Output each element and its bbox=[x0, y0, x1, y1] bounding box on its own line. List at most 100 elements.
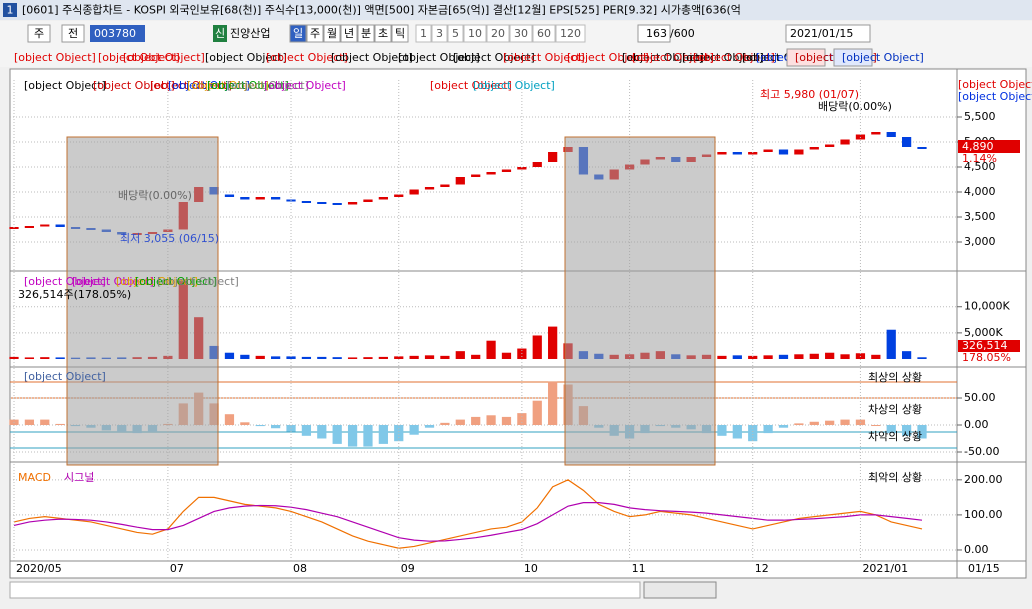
interval-label[interactable]: 120 bbox=[560, 27, 581, 40]
interval-button[interactable] bbox=[447, 24, 464, 43]
quote-item: [object Object] bbox=[205, 51, 287, 64]
market-box bbox=[213, 25, 227, 42]
oscillator-bar bbox=[394, 425, 404, 442]
mode[interactable]: 전 bbox=[68, 27, 78, 40]
trade-button[interactable] bbox=[786, 48, 826, 67]
volume-bar bbox=[809, 353, 819, 359]
volume-bar bbox=[486, 340, 496, 359]
candle bbox=[40, 224, 50, 227]
code[interactable]: 003780 bbox=[94, 27, 136, 40]
oscillator-bar bbox=[55, 423, 65, 426]
period-label[interactable]: 월 bbox=[327, 27, 337, 40]
interval-label[interactable]: 3 bbox=[436, 27, 443, 40]
interval-button[interactable] bbox=[431, 24, 448, 43]
volume-bar bbox=[748, 355, 758, 359]
interval-label[interactable]: 60 bbox=[537, 27, 551, 40]
interval-button[interactable] bbox=[463, 24, 487, 43]
code-box[interactable] bbox=[90, 25, 145, 42]
period-label[interactable]: 틱 bbox=[395, 27, 405, 40]
badge-text: 1 bbox=[7, 4, 14, 17]
oscillator-bar bbox=[409, 425, 419, 435]
market: 신 bbox=[215, 27, 225, 40]
oscillator-bar bbox=[532, 400, 542, 426]
legend-item: [object Object] bbox=[24, 275, 106, 288]
period-button[interactable] bbox=[340, 24, 358, 43]
period-label[interactable]: 일 bbox=[293, 26, 303, 40]
date[interactable]: 2021/01/15 bbox=[790, 27, 853, 40]
volume-bar bbox=[224, 352, 235, 359]
mode-box[interactable] bbox=[61, 24, 85, 43]
x-tick-label: 09 bbox=[401, 562, 415, 575]
volume-bar bbox=[40, 357, 50, 359]
count[interactable]: 163 bbox=[646, 27, 667, 40]
legend-item: [object Object] bbox=[168, 79, 250, 92]
oscillator-bar bbox=[224, 414, 235, 426]
candle bbox=[778, 149, 789, 155]
y-tick-label: -50.00 bbox=[964, 445, 999, 458]
oscillator-bar bbox=[871, 425, 881, 427]
quote-item: [object Object] bbox=[693, 51, 775, 64]
quote-item: [object Object] bbox=[14, 51, 96, 64]
annotation: 배당락(0.00%) bbox=[818, 100, 892, 113]
volume-bar bbox=[409, 355, 419, 359]
period-button[interactable] bbox=[306, 24, 324, 43]
count-box[interactable] bbox=[637, 24, 671, 43]
interval-label[interactable]: 30 bbox=[514, 27, 528, 40]
badge bbox=[3, 3, 17, 17]
interval-button[interactable] bbox=[486, 24, 510, 43]
candle bbox=[732, 152, 742, 155]
scroll-buttons[interactable] bbox=[643, 581, 717, 599]
volume-bar bbox=[394, 356, 404, 359]
oscillator-bar bbox=[471, 416, 481, 426]
annotation: 배당락(0.00%) bbox=[118, 189, 192, 202]
period-button[interactable] bbox=[374, 24, 392, 43]
oscillator-bar bbox=[40, 419, 50, 426]
volume-bar bbox=[886, 329, 896, 359]
x-tick-label: 2020/05 bbox=[16, 562, 62, 575]
highlight-box bbox=[564, 136, 716, 466]
interval-label[interactable]: 20 bbox=[491, 27, 505, 40]
period-button[interactable] bbox=[357, 24, 375, 43]
interval-button[interactable] bbox=[532, 24, 556, 43]
tab-box[interactable] bbox=[27, 24, 51, 43]
period-button[interactable] bbox=[289, 24, 307, 43]
x-tick-label: 2021/01 bbox=[862, 562, 908, 575]
oscillator-bar bbox=[732, 425, 742, 439]
trade-button[interactable] bbox=[833, 48, 873, 67]
interval-button[interactable] bbox=[509, 24, 533, 43]
y-tick-label: 10,000K bbox=[964, 300, 1010, 313]
period-label[interactable]: 주 bbox=[310, 27, 320, 40]
interval-label[interactable]: 1 bbox=[420, 27, 427, 40]
annotation: 최고 5,980 (01/07) bbox=[760, 88, 859, 101]
period-label[interactable]: 초 bbox=[378, 27, 388, 40]
period-button[interactable] bbox=[391, 24, 409, 43]
interval-button[interactable] bbox=[555, 24, 586, 43]
oscillator-bar bbox=[240, 422, 250, 426]
interval-label[interactable]: 10 bbox=[468, 27, 482, 40]
date-box[interactable] bbox=[785, 24, 871, 43]
trade-label[interactable]: [object Object] bbox=[842, 51, 924, 64]
interval-button[interactable] bbox=[415, 24, 432, 43]
interval-label[interactable]: 5 bbox=[452, 27, 459, 40]
tab[interactable]: 주 bbox=[34, 27, 44, 40]
quote-item: [object Object] bbox=[682, 51, 764, 64]
x-tick-label: 12 bbox=[755, 562, 769, 575]
scroll-track[interactable] bbox=[9, 581, 641, 599]
stock-name: 진양산업 bbox=[230, 27, 270, 40]
oscillator-bar bbox=[825, 420, 835, 426]
level-label: 차상의 상황 bbox=[868, 403, 922, 416]
period-button[interactable] bbox=[323, 24, 341, 43]
side-label: [object Object] bbox=[958, 78, 1032, 91]
quote-item: [object Object] bbox=[622, 51, 704, 64]
volume-bar bbox=[332, 357, 342, 359]
volume-bar bbox=[871, 354, 881, 359]
period-label[interactable]: 년 bbox=[344, 27, 354, 40]
oscillator-bar bbox=[809, 421, 819, 426]
oscillator-bar bbox=[548, 381, 558, 426]
volume-bar bbox=[794, 354, 804, 359]
period-label[interactable]: 분 bbox=[361, 27, 371, 40]
title-bar bbox=[0, 0, 1032, 20]
annotation: 최저 3,055 (06/15) bbox=[120, 232, 219, 245]
quote-item: [object Object] bbox=[567, 51, 649, 64]
y-tick-label: 3,000 bbox=[964, 235, 996, 248]
